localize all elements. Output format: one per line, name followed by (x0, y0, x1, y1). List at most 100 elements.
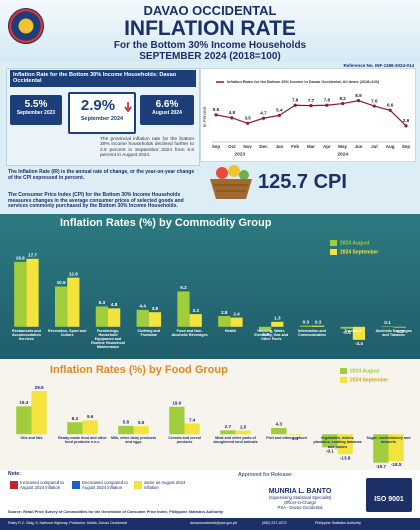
bar (258, 326, 272, 331)
data-label: -18.5 (391, 462, 402, 467)
x-tick-label: Recreation, Sport and Culture (48, 328, 87, 337)
bar (388, 434, 404, 461)
legend-label: 2024 August (340, 241, 370, 247)
data-label: 5.5 (138, 420, 145, 425)
data-label: -9.1 (326, 449, 334, 454)
x-tick-label: Cereals and cereal products (168, 436, 201, 445)
data-label: 6.6 (387, 102, 394, 107)
note-swatch (134, 481, 142, 489)
x-tick-label: Milk, other dairy products and eggs (110, 436, 157, 445)
ir-definition: The Inflation Rate (IR) is the annual ra… (8, 169, 195, 181)
bar (67, 277, 80, 327)
data-label: -0.2 (396, 329, 404, 334)
x-tick-label: Feb (291, 144, 299, 149)
data-label: 3.8 (152, 306, 159, 311)
x-tick-label: Alcoholic Beverages and Tobacco (375, 328, 412, 337)
reference: Reference No. INF-1186-2024-014 (343, 63, 414, 68)
data-label: 9.2 (180, 285, 187, 290)
bar (133, 426, 149, 435)
legend-swatch (340, 368, 347, 374)
legend-swatch (330, 240, 337, 246)
legend-swatch (330, 249, 337, 255)
point (404, 124, 408, 128)
bar (31, 391, 47, 435)
source: Source: Retail Price Survey of Commoditi… (8, 510, 224, 514)
x-tick-label: Transport (344, 328, 362, 333)
x-tick-label: Vegetables, tubers, plantains, cooking b… (313, 436, 362, 449)
data-label: 7.8 (324, 97, 331, 102)
bar (184, 423, 200, 435)
bar (26, 258, 39, 327)
data-label: 19.3 (19, 400, 28, 405)
data-label: 7.8 (292, 97, 299, 102)
approver-office: PSA - Davao Occidental (277, 505, 323, 510)
data-label: 7.4 (189, 417, 196, 422)
data-label: 17.7 (28, 253, 37, 258)
data-label: 3.3 (193, 308, 200, 313)
point (325, 103, 329, 107)
x-tick-label: Oct (228, 144, 236, 149)
card-label: August 2024 (152, 110, 182, 116)
notes-heading: Note: (8, 471, 21, 477)
point (293, 103, 297, 107)
data-label: 2.4 (233, 311, 240, 316)
year-label: 2023 (234, 151, 245, 157)
bar (271, 428, 287, 435)
data-label: 5.4 (276, 108, 283, 113)
x-tick-label: Health (224, 328, 237, 333)
data-label: -19.7 (376, 464, 387, 469)
data-label: 4.3 (276, 422, 283, 427)
bar (136, 309, 149, 327)
data-label: 2.9 (403, 118, 410, 123)
bar (373, 434, 389, 463)
approval-heading: Approved for Release: (238, 472, 293, 478)
footer-email: davaooccidental@psa.gov.ph (190, 521, 237, 525)
point (341, 101, 345, 106)
data-label: 0.1 (384, 320, 391, 325)
y-axis-label: In Percent (202, 106, 207, 127)
bar (16, 406, 32, 435)
data-label: 9.6 (87, 414, 94, 419)
bar (220, 430, 236, 435)
bar (189, 314, 202, 327)
data-label: 7.7 (308, 98, 315, 103)
note-item: Increased compared to August 2024 inflat… (20, 480, 64, 490)
data-label: 2.7 (225, 424, 232, 429)
x-tick-label: Restaurants and Accommodation Services (11, 328, 41, 342)
legend-swatch (340, 377, 347, 383)
bar (299, 325, 312, 327)
card-value: 5.5% (24, 99, 48, 110)
iso-badge: ISO 9001 (366, 478, 412, 512)
data-label: 4.8 (111, 302, 118, 307)
bar (230, 317, 243, 327)
bar (337, 434, 353, 455)
title-top: DAVAO OCCIDENTAL (143, 3, 277, 18)
data-label: 5.5 (213, 107, 220, 112)
card-value: 2.9% (80, 97, 116, 114)
point (388, 108, 392, 112)
bar (169, 406, 185, 435)
title: INFLATION RATE (124, 17, 296, 40)
point (372, 104, 376, 108)
data-label: 10.5 (57, 280, 66, 285)
x-tick-label: Aug (386, 144, 395, 149)
data-label: 5.8 (123, 420, 130, 425)
data-label: 8.3 (72, 416, 79, 421)
approver-role: Officer-in-Charge (283, 500, 317, 505)
bar (235, 430, 251, 435)
data-label: 2.8 (221, 310, 228, 315)
data-label: 29.9 (35, 385, 44, 390)
bar (95, 306, 108, 327)
notes-band (0, 470, 420, 518)
data-label: 16.9 (16, 256, 25, 261)
cpi-value: 125.7 CPI (258, 171, 347, 193)
x-tick-label: Sep (212, 144, 221, 149)
period: SEPTEMBER 2024 (2018=100) (139, 51, 281, 62)
year-label: 2024 (337, 151, 348, 157)
footer-band (0, 518, 420, 530)
bar (148, 312, 162, 327)
card-value: 6.6% (155, 99, 179, 110)
x-tick-label: Dec (259, 144, 268, 149)
bar (218, 316, 231, 327)
